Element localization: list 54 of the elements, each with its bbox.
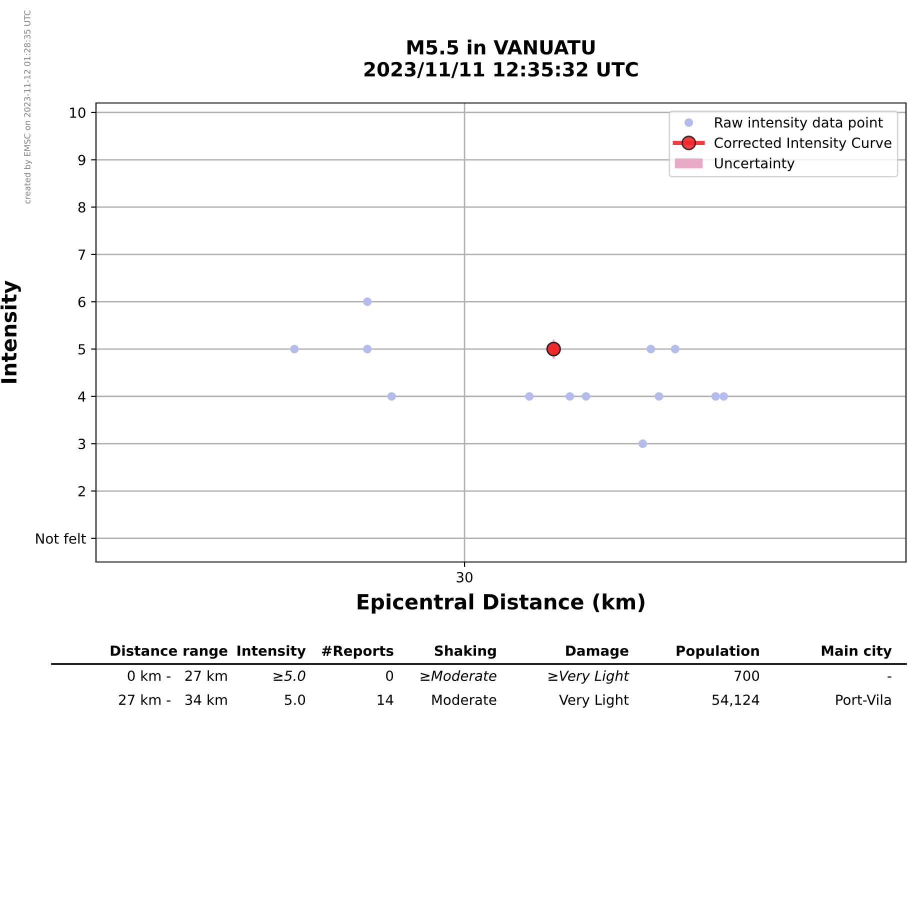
y-tick-label: 6 <box>78 296 86 308</box>
y-tick-label: 7 <box>78 250 86 260</box>
x-tick-label: 30 <box>456 572 472 582</box>
text: ≥Very Light <box>548 670 630 684</box>
point <box>363 344 372 354</box>
text: - <box>888 676 892 678</box>
text: created by EMSC on 2023-11-12 01:28:35 UTC <box>24 10 32 204</box>
y-axis-title: Intensity <box>0 280 21 383</box>
point <box>363 297 372 306</box>
y-tick-label: 2 <box>78 486 85 496</box>
chart-subtitle: 2023/11/11 12:35:32 UTC <box>364 62 638 78</box>
point <box>290 344 299 354</box>
point <box>566 392 574 401</box>
point <box>582 392 590 401</box>
y-tick-label: 3 <box>78 438 86 450</box>
point <box>525 392 534 401</box>
text: Intensity <box>238 645 306 659</box>
text: Very Light <box>559 694 629 708</box>
text: Population <box>676 645 759 659</box>
point <box>711 392 720 401</box>
text: #Reports <box>322 646 394 659</box>
text: 27 km - 34 km <box>119 694 227 706</box>
y-tick-label: Not felt <box>36 533 86 544</box>
text: 700 <box>734 670 760 682</box>
legend-label: Uncertainty <box>715 158 795 172</box>
text: 14 <box>378 694 394 705</box>
chart-title: M5.5 in VANUATU <box>407 40 595 55</box>
legend-label: Corrected Intensity Curve <box>714 137 892 151</box>
text: 0 km - 27 km <box>128 670 227 682</box>
y-tick-label: 5 <box>78 344 86 355</box>
text: Port-Vila <box>836 694 891 706</box>
point <box>646 344 656 354</box>
y-tick-label: 8 <box>78 202 86 213</box>
point <box>719 392 728 401</box>
text: Shaking <box>434 645 496 659</box>
legend-label: Raw intensity data point <box>715 116 883 130</box>
point <box>387 392 396 401</box>
text: ≥Moderate <box>420 670 496 682</box>
text: Damage <box>566 646 628 659</box>
text: Moderate <box>432 694 496 706</box>
x-axis-title: Epicentral Distance (km) <box>358 593 644 614</box>
point <box>638 439 648 448</box>
text: Distance range <box>110 645 228 659</box>
text: Main city <box>822 645 892 659</box>
point <box>670 344 680 354</box>
y-tick-label: 10 <box>70 107 86 118</box>
y-tick-label: 4 <box>78 392 86 402</box>
text: 54,124 <box>712 694 760 706</box>
y-tick-label: 9 <box>78 154 86 166</box>
point <box>546 342 561 356</box>
text: 5.0 <box>284 694 306 706</box>
text: 0 <box>386 670 394 682</box>
point <box>654 392 664 401</box>
text: ≥5.0 <box>274 670 306 682</box>
